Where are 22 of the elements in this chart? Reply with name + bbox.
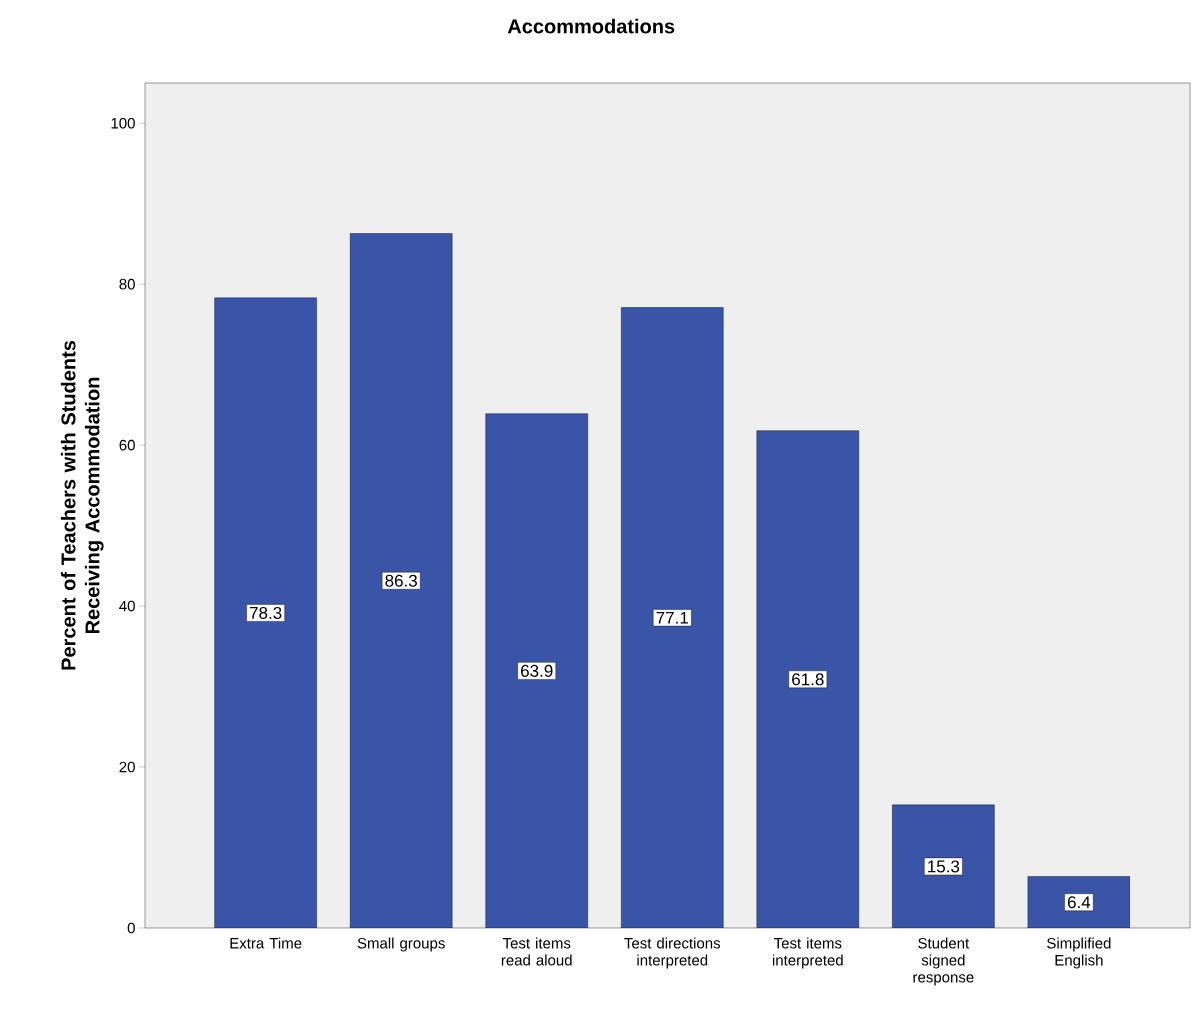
- y-tick-label: 20: [119, 761, 135, 773]
- y-tick-label: 100: [111, 117, 135, 129]
- x-tick-label: Student signed response: [913, 937, 974, 986]
- y-tick-label: 0: [127, 922, 135, 934]
- data-label: 86.3: [385, 574, 417, 587]
- x-tick-label: Extra Time: [230, 937, 302, 949]
- y-tick-label: 60: [119, 439, 135, 451]
- data-label: 15.3: [928, 860, 960, 873]
- data-label: 78.3: [249, 606, 282, 619]
- data-label: 77.1: [656, 611, 688, 624]
- x-tick-label: Simplified English: [1047, 937, 1111, 969]
- x-tick-label: Test items read aloud: [501, 937, 572, 966]
- x-tick-label: Small groups: [357, 937, 445, 952]
- data-label: 6.4: [1067, 896, 1091, 909]
- data-label: 61.8: [792, 673, 824, 686]
- y-axis-title: Percent of Teachers with Students Receiving Accommodation: [60, 340, 104, 670]
- x-tick-label: Test items interpreted: [772, 937, 843, 969]
- y-tick-label: 40: [119, 600, 135, 612]
- y-tick-label: 80: [119, 278, 135, 290]
- data-label: 63.9: [521, 664, 553, 677]
- chart-title: Accommodations: [507, 18, 675, 34]
- x-tick-label: Test directions interpreted: [624, 937, 721, 969]
